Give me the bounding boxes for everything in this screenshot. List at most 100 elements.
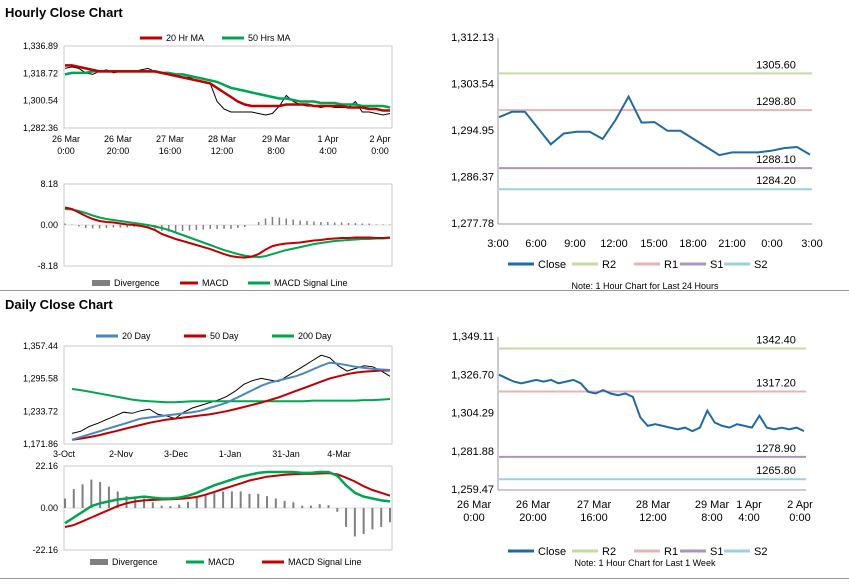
daily-pivot-x-tick: 26 Mar xyxy=(516,499,551,511)
hourly-pivot-y-tick: 1,294.95 xyxy=(451,125,494,137)
daily-pivot-level-label: 1342.40 xyxy=(756,334,796,346)
daily-pivot-x-tick: 26 Mar xyxy=(457,499,492,511)
daily-pivot-x-tick: 20:00 xyxy=(519,512,547,524)
daily-legend-signal-label: MACD Signal Line xyxy=(288,557,362,567)
daily-pivot-y-tick: 1,349.11 xyxy=(452,331,494,343)
hourly-pivot-x-tick: 3:00 xyxy=(801,238,822,250)
hourly-macd-y-tick: 0.00 xyxy=(40,220,58,230)
daily-price-y-tick: 1,171.86 xyxy=(23,439,58,449)
daily-price-x-tick: 1-Jan xyxy=(219,449,242,459)
hourly-pivot-x-tick: 6:00 xyxy=(525,238,546,250)
hourly-pivot-x-tick: 18:00 xyxy=(679,238,707,250)
hourly-price-y-tick: 1,282.36 xyxy=(23,123,58,133)
hourly-ma20-series xyxy=(65,64,390,112)
daily-macd-y-tick: 22.16 xyxy=(35,461,58,471)
hourly-signal-series xyxy=(64,208,391,259)
hourly-pivot-level-label: 1288.10 xyxy=(756,154,796,166)
daily-price-y-tick: 1,357.44 xyxy=(23,341,58,351)
daily-pivot-x-tick: 28 Mar xyxy=(636,499,671,511)
daily-pivot-level-label: 1265.80 xyxy=(756,465,796,477)
hourly-pivot-x-tick: 12:00 xyxy=(600,238,628,250)
hourly-price-y-tick: 1,300.54 xyxy=(23,96,58,106)
section-divider xyxy=(0,290,849,291)
hourly-price-x-tick: 0:00 xyxy=(371,146,389,156)
daily-price-x-tick: 2-Nov xyxy=(109,449,134,459)
hourly-pivot-x-tick: 9:00 xyxy=(564,238,585,250)
daily-legend-divergence-label: Divergence xyxy=(112,557,158,567)
daily-pivot-x-tick: 8:00 xyxy=(701,512,722,524)
hourly-ma50-series xyxy=(64,70,391,109)
hourly-price-x-tick: 0:00 xyxy=(57,146,75,156)
daily-pivot-x-tick: 16:00 xyxy=(580,512,608,524)
hourly-pivot-x-tick: 3:00 xyxy=(487,238,508,250)
hourly-legend-ma50-label: 50 Hrs MA xyxy=(248,33,291,43)
daily-legend-ma50-label: 50 Day xyxy=(210,331,239,341)
daily-price-y-tick: 1,233.72 xyxy=(23,406,58,416)
daily-pivot-x-tick: 0:00 xyxy=(789,512,810,524)
daily-pivot-x-tick: 29 Mar xyxy=(695,499,730,511)
hourly-legend-signal-label: MACD Signal Line xyxy=(274,278,348,288)
daily-pivot-y-tick: 1,281.88 xyxy=(451,446,494,458)
hourly-pivot-legend-label: S1 xyxy=(710,259,723,271)
hourly-legend-macd-label: MACD xyxy=(202,278,229,288)
hourly-price-x-tick: 28 Mar xyxy=(208,134,236,144)
hourly-pivot-legend-label: R2 xyxy=(602,259,616,271)
daily-ma50-series xyxy=(71,369,390,441)
daily-pivot-x-tick: 12:00 xyxy=(639,512,667,524)
hourly-price-x-tick: 12:00 xyxy=(211,146,234,156)
daily-pivot-y-tick: 1,259.47 xyxy=(451,484,494,496)
daily-pivot-level-label: 1278.90 xyxy=(756,443,796,455)
hourly-price-x-tick: 16:00 xyxy=(159,146,182,156)
daily-pivot-x-tick: 0:00 xyxy=(463,512,484,524)
daily-pivot-x-tick: 2 Apr xyxy=(787,499,813,511)
daily-pivot-legend-label: Close xyxy=(538,546,566,558)
hourly-pivot-legend-label: S2 xyxy=(754,259,767,271)
hourly-pivot-y-tick: 1,286.37 xyxy=(451,171,494,183)
hourly-pivot-legend-label: Close xyxy=(538,259,566,271)
daily-pivot-y-tick: 1,304.29 xyxy=(451,408,494,420)
daily-pivot-legend-label: S1 xyxy=(710,546,723,558)
hourly-macd-y-tick: -8.18 xyxy=(37,261,58,271)
hourly-pivot-level-label: 1284.20 xyxy=(756,175,796,187)
daily-legend-macd-label: MACD xyxy=(208,557,235,567)
hourly-price-x-tick: 29 Mar xyxy=(262,134,290,144)
hourly-price-x-tick: 26 Mar xyxy=(52,134,80,144)
hourly-legend-divergence-label: Divergence xyxy=(114,278,160,288)
daily-price-x-tick: 3-Dec xyxy=(164,449,189,459)
hourly-pivot-y-tick: 1,303.54 xyxy=(451,79,494,91)
daily-price-x-tick: 31-Jan xyxy=(272,449,300,459)
daily-pivot-close-series xyxy=(498,373,805,433)
hourly-pivot-level-label: 1298.80 xyxy=(756,96,796,108)
daily-close-series xyxy=(71,354,391,434)
hourly-price-x-tick: 4:00 xyxy=(319,146,337,156)
hourly-macd-series xyxy=(64,206,391,259)
daily-macd-y-tick: 0.00 xyxy=(40,503,58,513)
hourly-pivot-x-tick: 15:00 xyxy=(640,238,668,250)
daily-macd-y-tick: -22.16 xyxy=(32,545,58,555)
hourly-price-plot-area xyxy=(63,45,393,129)
hourly-price-x-tick: 26 Mar xyxy=(104,134,132,144)
daily-pivot-legend-label: R2 xyxy=(602,546,616,558)
daily-pivot-legend-label: R1 xyxy=(664,546,678,558)
hourly-pivot-level-label: 1305.60 xyxy=(756,59,796,71)
daily-price-x-tick: 4-Mar xyxy=(327,449,351,459)
hourly-pivot-close-series xyxy=(498,94,811,157)
hourly-legend-ma20-label: 20 Hr MA xyxy=(166,33,204,43)
daily-pivot-x-tick: 27 Mar xyxy=(577,499,612,511)
hourly-pivot-note: Note: 1 Hour Chart for Last 24 Hours xyxy=(571,281,719,291)
hourly-pivot-legend-label: R1 xyxy=(664,259,678,271)
hourly-pivot-y-tick: 1,312.13 xyxy=(451,32,494,44)
daily-pivot-note: Note: 1 Hour Chart for Last 1 Week xyxy=(575,558,716,568)
hourly-close-series xyxy=(64,66,391,116)
daily-price-x-tick: 3-Oct xyxy=(53,449,76,459)
hourly-price-x-tick: 2 Apr xyxy=(369,134,390,144)
daily-legend-ma20-label: 20 Day xyxy=(122,331,151,341)
hourly-macd-y-tick: 8.18 xyxy=(40,179,58,189)
daily-pivot-level-label: 1317.20 xyxy=(756,377,796,389)
hourly-price-x-tick: 27 Mar xyxy=(156,134,184,144)
hourly-pivot-y-tick: 1,277.78 xyxy=(451,218,494,230)
hourly-pivot-x-tick: 0:00 xyxy=(761,238,782,250)
hourly-price-x-tick: 1 Apr xyxy=(317,134,338,144)
daily-pivot-x-tick: 1 Apr xyxy=(736,499,762,511)
